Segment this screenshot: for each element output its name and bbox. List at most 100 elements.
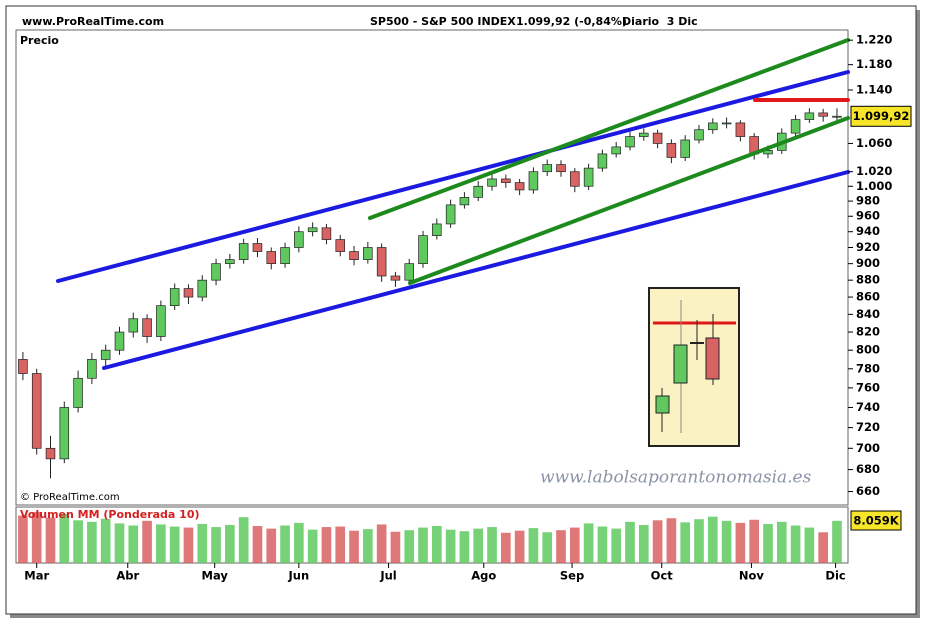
- candle-body: [666, 143, 677, 158]
- last-price-box: [850, 105, 912, 127]
- volume-bar: [114, 523, 125, 563]
- y-tick-label: 760: [856, 380, 880, 394]
- volume-bar: [266, 528, 277, 563]
- candle-body: [680, 139, 690, 158]
- candle-body: [542, 164, 552, 173]
- volume-bar: [625, 521, 635, 563]
- volume-bar: [473, 528, 484, 563]
- volume-bar: [404, 530, 415, 563]
- volume-bar: [156, 524, 166, 563]
- x-tick-label: Mar: [24, 569, 49, 583]
- volume-bar: [680, 522, 691, 563]
- x-tick-label: Ago: [471, 569, 496, 583]
- volume-bar: [335, 526, 346, 563]
- volume-bar: [707, 516, 718, 563]
- y-tick-label: 1.220: [856, 33, 892, 47]
- candle-body: [211, 263, 221, 281]
- volume-bar: [569, 527, 580, 563]
- y-tick-label: 1.060: [856, 136, 892, 150]
- volume-bar: [818, 532, 828, 563]
- volume-bar: [31, 511, 42, 563]
- volume-bar: [307, 529, 318, 563]
- y-tick-label: 700: [856, 441, 880, 455]
- y-tick-label: 660: [856, 484, 880, 498]
- y-tick-label: 1.000: [856, 179, 892, 193]
- volume-bar: [583, 523, 594, 563]
- x-tick-label: Abr: [116, 569, 139, 583]
- candle-body: [818, 112, 828, 117]
- x-tick-label: May: [202, 569, 229, 583]
- volume-bar: [294, 522, 304, 563]
- candle-body: [294, 231, 304, 248]
- inset-candle: [673, 344, 688, 384]
- candle-body: [501, 178, 511, 183]
- watermark: www.labolsaporantonomasia.es: [540, 468, 812, 488]
- candle-body: [45, 447, 56, 460]
- candle-body: [473, 185, 483, 198]
- candle-body: [721, 122, 732, 125]
- last-price-label: 1.099,92: [853, 109, 910, 123]
- candle-body: [100, 349, 111, 360]
- candle-body: [652, 132, 663, 144]
- candle-body: [266, 251, 277, 265]
- candle-body: [487, 178, 497, 187]
- volume-bar: [100, 518, 111, 563]
- volume-bar: [238, 517, 249, 563]
- x-tick-label: Sep: [560, 569, 584, 583]
- candle-body: [114, 331, 125, 351]
- candle-body: [570, 171, 580, 187]
- y-tick-label: 1.180: [856, 57, 892, 71]
- candle-body: [307, 227, 318, 233]
- inset-candle: [655, 395, 670, 414]
- candle-body: [404, 263, 414, 281]
- volume-bar: [445, 529, 456, 563]
- x-tick-label: Oct: [651, 569, 674, 583]
- volume-bar: [832, 520, 842, 563]
- volume-bar: [225, 524, 235, 563]
- volume-last-box: [850, 510, 902, 531]
- channel-line: [102, 170, 850, 370]
- symbol: SP500 - S&P 500 INDEX: [370, 15, 516, 28]
- candle-body: [280, 247, 290, 265]
- volume-bar: [280, 525, 290, 563]
- volume-bar: [73, 520, 83, 563]
- volume-bar: [142, 520, 152, 563]
- y-tick-label: 740: [856, 400, 880, 414]
- period: Diario 3 Dic: [622, 15, 698, 28]
- volume-bar: [735, 522, 746, 563]
- candle-body: [432, 223, 442, 236]
- volume-last-label: 8.059K: [853, 514, 899, 528]
- candle-body: [31, 373, 42, 449]
- volume-bar: [666, 518, 677, 563]
- y-tick-label: 1.140: [856, 82, 892, 96]
- candle-body: [694, 129, 704, 141]
- volume-bar: [487, 527, 497, 563]
- candle-body: [528, 171, 539, 191]
- volume-bar: [87, 521, 97, 563]
- volume-bar: [321, 527, 332, 563]
- volume-bar: [694, 519, 704, 563]
- y-tick-label: 680: [856, 462, 880, 476]
- x-tick-label: Nov: [739, 569, 765, 583]
- candle-body: [225, 259, 235, 265]
- volume-bar: [418, 527, 428, 563]
- channel-line: [368, 38, 850, 220]
- x-tick-label: Dic: [825, 569, 845, 583]
- site: www.ProRealTime.com: [22, 15, 164, 28]
- candle-body: [611, 146, 621, 155]
- y-tick-label: 900: [856, 256, 880, 270]
- y-tick-label: 1.020: [856, 164, 892, 178]
- candle-body: [445, 204, 456, 225]
- volume-bar: [390, 531, 401, 563]
- y-tick-label: 720: [856, 420, 880, 434]
- candle-body: [87, 359, 97, 379]
- volume-bar: [528, 528, 539, 563]
- candle-body: [197, 279, 208, 298]
- candle-body: [59, 407, 70, 460]
- candle-body: [583, 167, 594, 187]
- volume-bar: [183, 527, 194, 563]
- candle-body: [183, 288, 194, 298]
- volume-bar: [611, 528, 622, 563]
- candle-body: [142, 318, 152, 337]
